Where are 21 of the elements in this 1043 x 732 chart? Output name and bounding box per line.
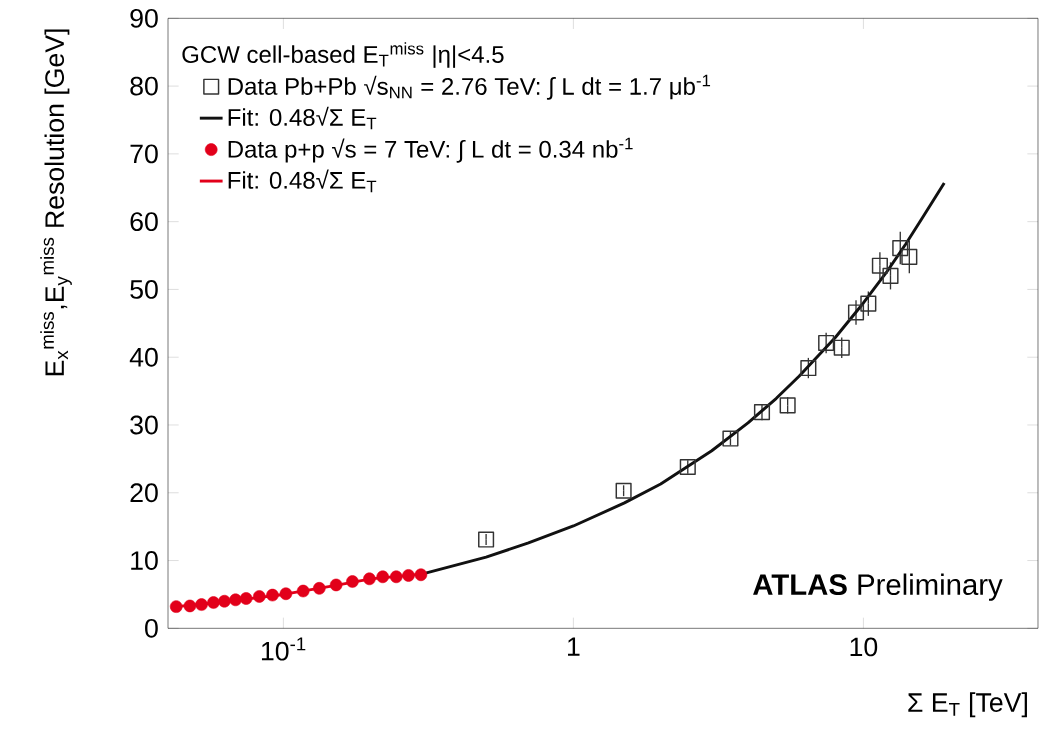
y-tick-label: 20	[130, 483, 158, 503]
legend-label: Data Pb+Pb √s$_{NN}$ = 2.76 TeV: ∫ L dt = 1.7 μb$^{-1}$	[228, 74, 711, 100]
y-axis-title: E$_{x}$$^{miss}$,E$_{y}$$^{miss}$ Resolution [GeV]	[40, 29, 72, 376]
y-tick-label: 50	[130, 279, 158, 299]
y-tick-label: 10	[131, 550, 158, 570]
y-tick-label: 90	[130, 8, 158, 28]
x-axis-title: Σ E$_{T}$ [TeV]	[908, 692, 1027, 718]
legend-title: GCW cell-based E$_{T}$$^{miss}$ |η|<4.5	[182, 42, 504, 68]
x-tick-label: 10$^{-1}$	[261, 637, 306, 661]
y-tick-label: 0	[145, 618, 158, 638]
y-tick-label: 60	[130, 212, 158, 231]
annotation: ATLAS Preliminary	[753, 573, 1003, 601]
x-tick-label: 10	[850, 637, 878, 657]
x-tick-label: 1	[568, 637, 580, 656]
legend-label: Fit: 0.48√Σ E$_{T}$	[228, 169, 377, 193]
legend-label: Fit: 0.48√Σ E$_{T}$	[228, 106, 377, 130]
y-tick-label: 40	[129, 347, 158, 367]
legend-label: Data p+p √s = 7 TeV: ∫ L dt = 0.34 nb$^{-1}$	[228, 137, 633, 163]
y-tick-label: 30	[130, 415, 158, 435]
y-tick-label: 70	[130, 144, 158, 164]
y-tick-label: 80	[130, 76, 158, 96]
